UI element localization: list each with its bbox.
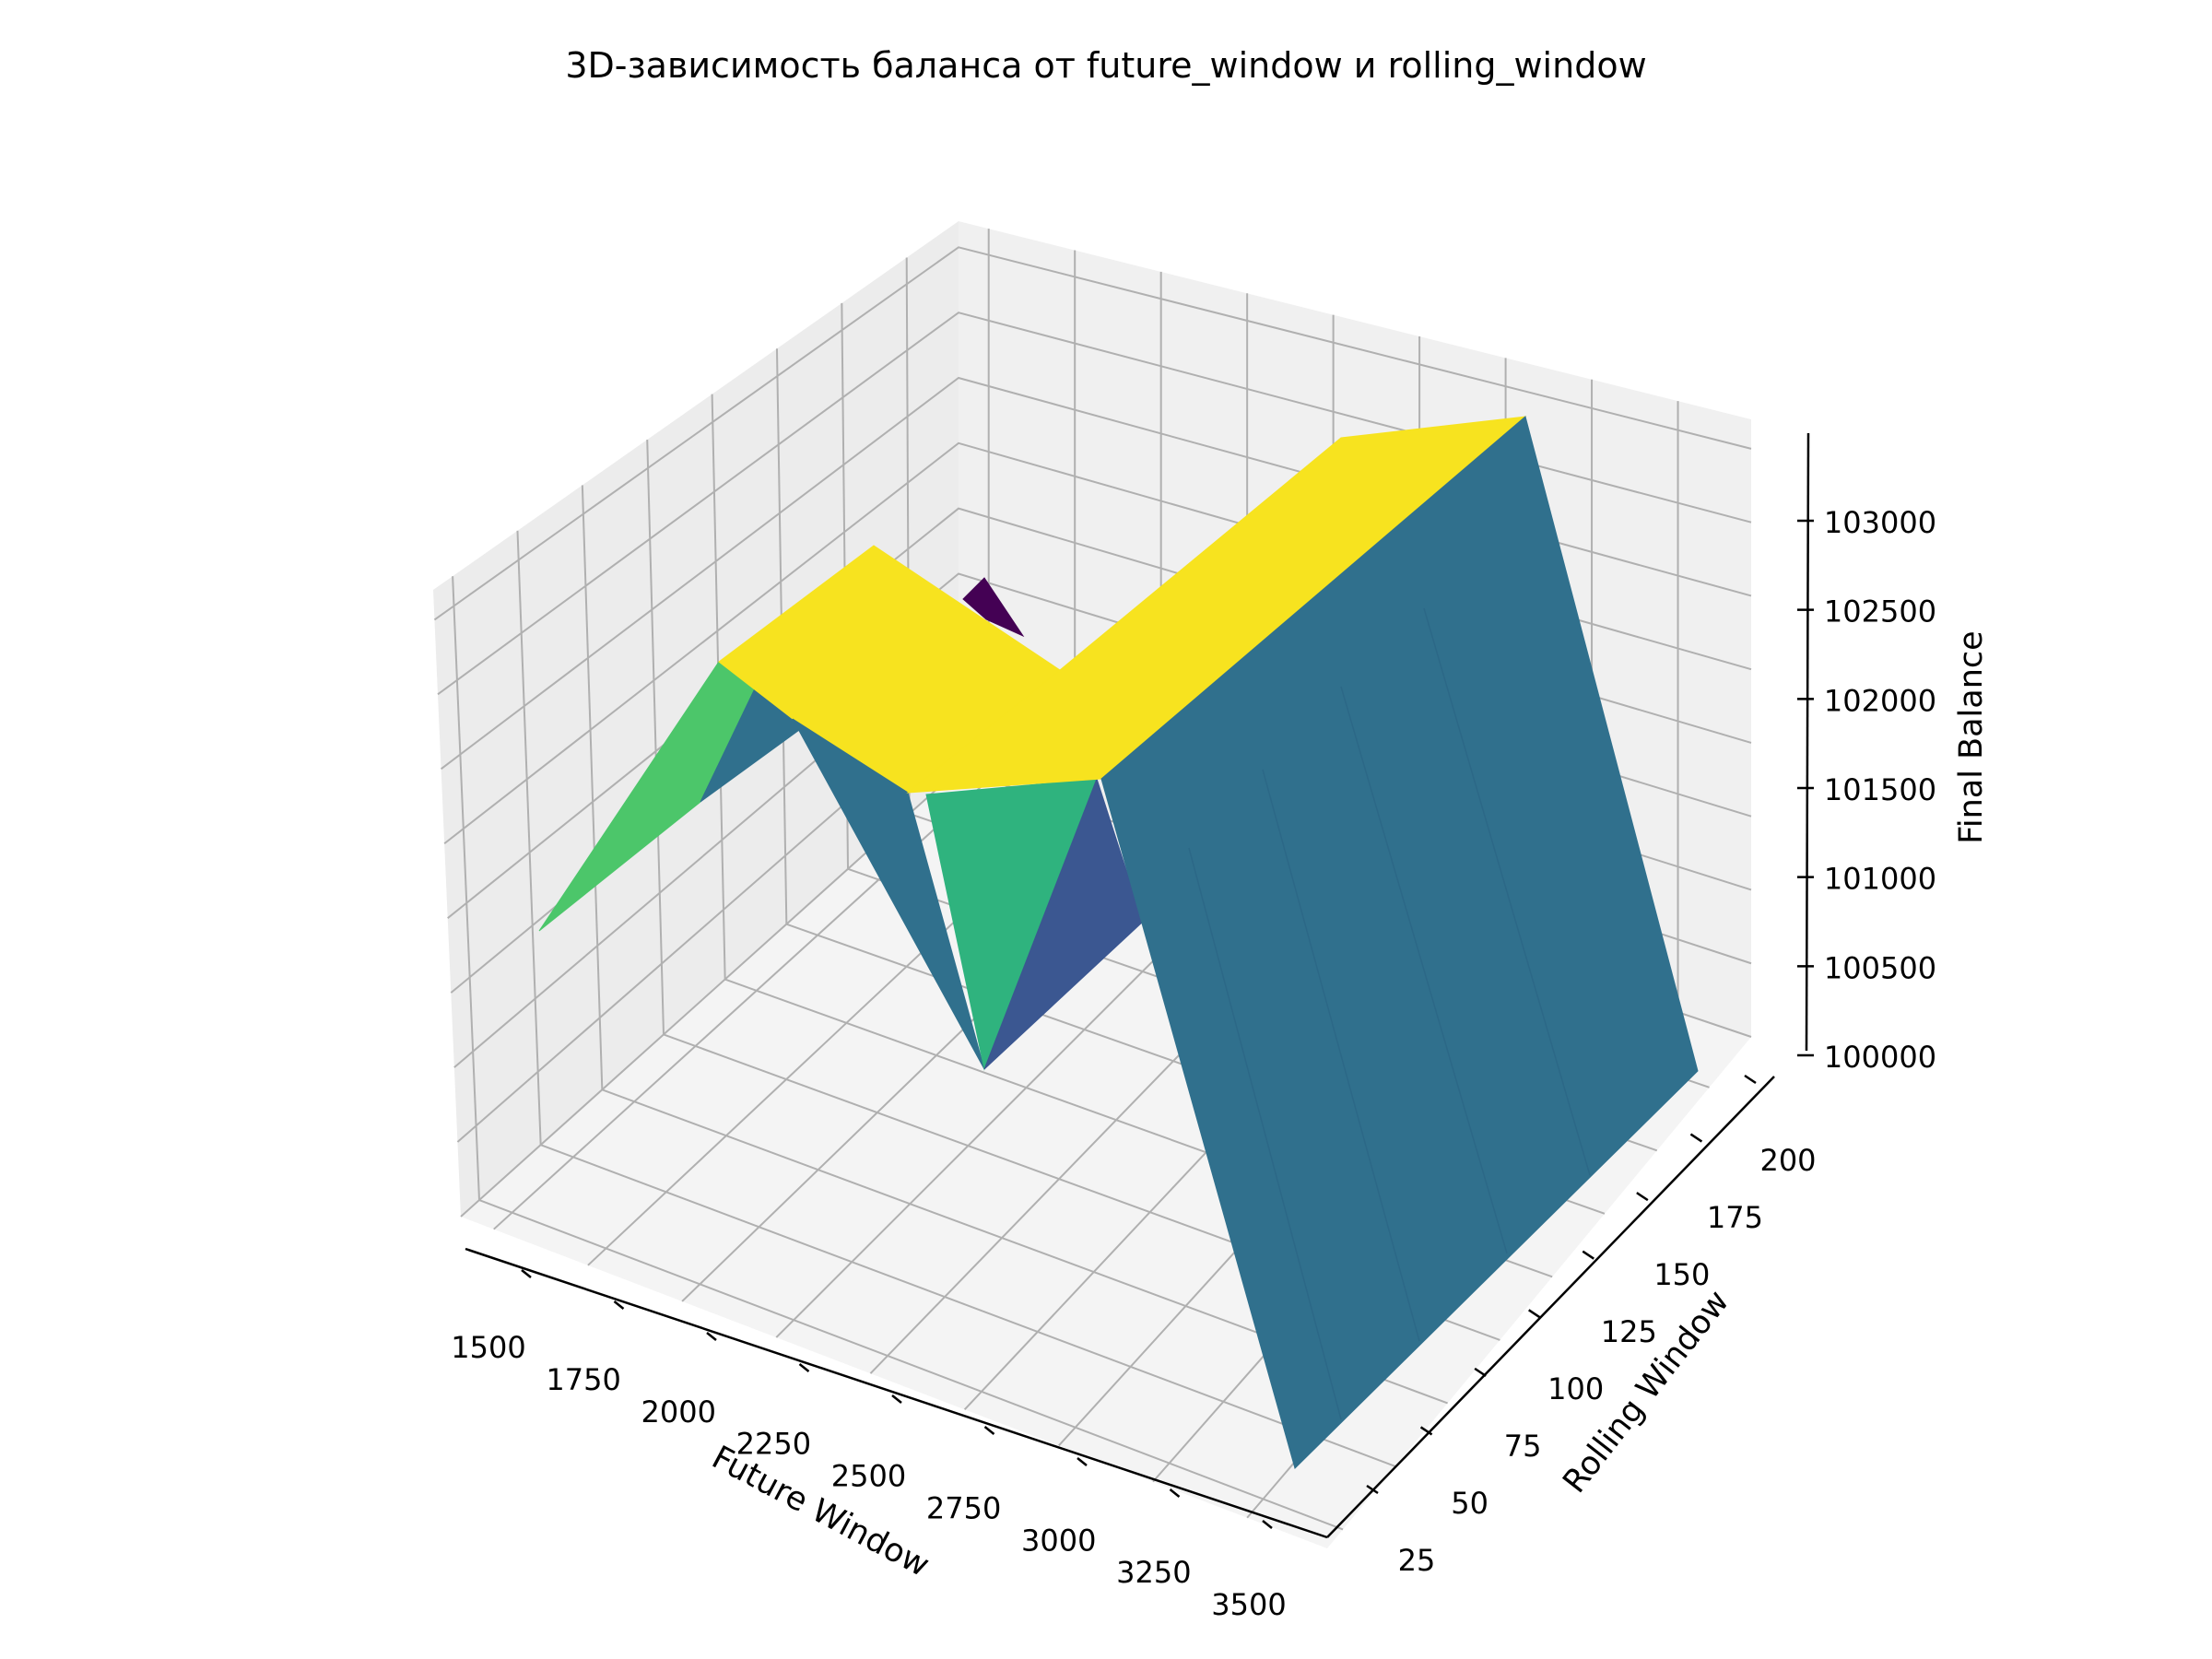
x-tick-label: 2000 — [641, 1394, 716, 1430]
x-tick-mark — [613, 1300, 625, 1310]
y-tick-label: 200 — [1759, 1143, 1816, 1178]
x-tick-label: 1750 — [546, 1362, 620, 1397]
x-tick-mark — [1077, 1457, 1088, 1466]
z-tick-label: 102000 — [1824, 683, 1936, 718]
wall-seam — [1340, 686, 1508, 1254]
y-axis-line — [1326, 1076, 1775, 1538]
z-tick-label: 100000 — [1824, 1040, 1936, 1075]
x-tick-mark — [798, 1363, 810, 1372]
y-tick-mark — [1689, 1133, 1703, 1143]
y-tick-mark — [1528, 1309, 1541, 1319]
y-tick-mark — [1582, 1250, 1594, 1260]
z-tick-label: 101000 — [1824, 862, 1936, 897]
facet-teal-wall — [1100, 416, 1699, 1469]
grid-line-z — [433, 246, 1752, 621]
x-tick-mark — [521, 1269, 532, 1278]
wall-seam — [1188, 847, 1342, 1420]
y-tick-label: 125 — [1601, 1314, 1657, 1349]
x-tick-label: 2750 — [926, 1490, 1001, 1525]
x-tick-label: 3000 — [1021, 1523, 1096, 1558]
x-tick-label: 2250 — [736, 1427, 811, 1462]
y-tick-mark — [1636, 1192, 1649, 1202]
y-tick-label: 50 — [1451, 1486, 1488, 1521]
facet-purple-peak — [962, 577, 1025, 638]
x-tick-label: 3250 — [1116, 1555, 1191, 1590]
y-tick-mark — [1419, 1426, 1433, 1436]
y-tick-label: 100 — [1547, 1371, 1604, 1406]
z-axis-label: Final Balance — [1953, 630, 1990, 843]
y-tick-label: 150 — [1653, 1257, 1710, 1292]
x-tick-label: 1500 — [451, 1330, 525, 1365]
x-tick-mark — [706, 1332, 717, 1341]
z-tick-label: 101500 — [1824, 772, 1936, 807]
x-tick-mark — [891, 1394, 902, 1404]
axis-lines — [465, 432, 1814, 1539]
x-tick-mark — [1169, 1488, 1181, 1498]
z-tick-label: 102500 — [1824, 594, 1936, 629]
z-axis-line — [1805, 432, 1810, 1052]
surface-mesh — [538, 416, 1699, 1469]
x-tick-mark — [983, 1426, 995, 1435]
grid-line-y — [540, 1144, 1396, 1467]
x-tick-mark — [1262, 1520, 1273, 1529]
grid-line-y — [478, 1199, 1344, 1531]
z-tick-label: 100500 — [1824, 950, 1936, 985]
y-tick-mark — [1474, 1367, 1487, 1377]
x-axis-line — [465, 1247, 1328, 1539]
x-tick-label: 3500 — [1211, 1587, 1286, 1622]
chart-title: 3D-зависимость баланса от future_window … — [565, 45, 1646, 86]
wall-seam — [1423, 607, 1591, 1176]
z-tick-label: 103000 — [1824, 505, 1936, 540]
x-tick-label: 2500 — [831, 1459, 906, 1494]
y-tick-label: 25 — [1398, 1543, 1436, 1578]
wall-seam — [1262, 769, 1420, 1342]
facet-indigo-valley — [983, 777, 1144, 1070]
y-tick-label: 75 — [1504, 1429, 1542, 1464]
facet-teal-valley — [792, 718, 985, 1070]
y-tick-mark — [1366, 1484, 1379, 1495]
tick-labels: 1500 1750 2000 2250 2500 2750 3000 3250 3500 25 50… — [451, 505, 1936, 1622]
y-tick-mark — [1744, 1074, 1757, 1085]
y-tick-label: 175 — [1707, 1200, 1763, 1235]
